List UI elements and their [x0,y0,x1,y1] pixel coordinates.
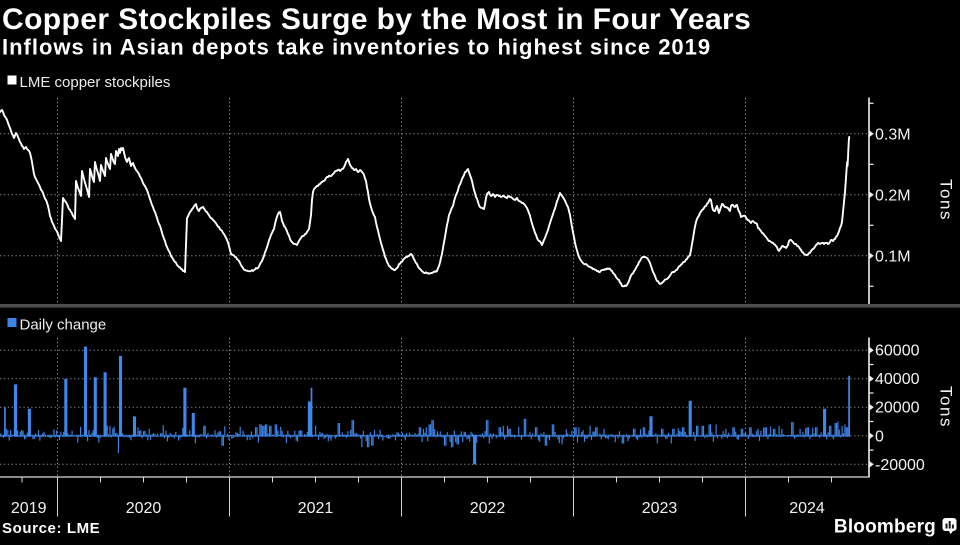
svg-text:2020: 2020 [126,500,162,517]
svg-text:Source: LME: Source: LME [2,520,100,537]
svg-text:Daily change: Daily change [20,317,107,334]
svg-text:0: 0 [875,428,884,445]
svg-text:60000: 60000 [875,343,920,360]
svg-text:2021: 2021 [298,500,334,517]
svg-text:-20000: -20000 [875,457,925,474]
svg-text:0.2M: 0.2M [875,187,911,204]
svg-text:0.1M: 0.1M [875,248,911,265]
svg-text:LME copper stockpiles: LME copper stockpiles [20,74,171,91]
svg-text:2019: 2019 [11,500,47,517]
svg-text:40000: 40000 [875,371,920,388]
svg-text:0.3M: 0.3M [875,126,911,143]
svg-text:2023: 2023 [642,500,678,517]
svg-text:Tons: Tons [937,179,956,221]
svg-text:Bloomberg: Bloomberg [834,517,936,538]
svg-text:Tons: Tons [937,386,956,428]
svg-text:Copper Stockpiles Surge by the: Copper Stockpiles Surge by the Most in F… [2,3,751,36]
svg-text:2024: 2024 [789,500,825,517]
svg-text:Inflows in Asian depots take i: Inflows in Asian depots take inventories… [2,35,711,60]
svg-text:20000: 20000 [875,400,920,417]
svg-text:2022: 2022 [470,500,506,517]
